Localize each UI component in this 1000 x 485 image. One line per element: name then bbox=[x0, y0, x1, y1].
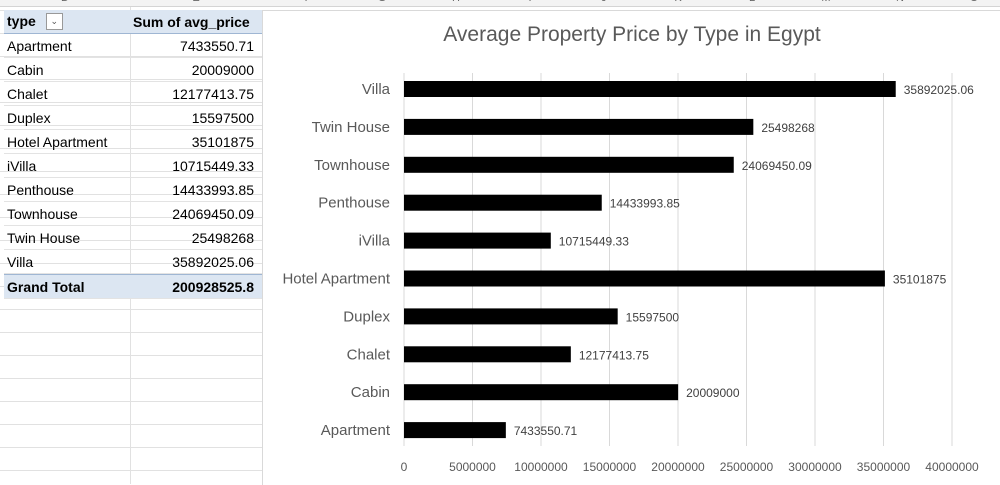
row-value: 35101875 bbox=[191, 133, 254, 150]
row-value: 10715449.33 bbox=[172, 157, 254, 174]
grand-total-label: Grand Total bbox=[7, 278, 85, 295]
sheet-grid bbox=[0, 7, 262, 484]
pivot-row[interactable]: Chalet 12177413.75 bbox=[4, 82, 262, 106]
x-tick-label: 40000000 bbox=[925, 460, 979, 474]
pivot-header: type ⌄ Sum of avg_price bbox=[4, 10, 262, 34]
column-header[interactable]: K bbox=[668, 0, 688, 4]
row-value: 20009000 bbox=[191, 61, 254, 78]
pivot-row[interactable]: Cabin 20009000 bbox=[4, 58, 262, 82]
data-label: 15597500 bbox=[626, 310, 680, 324]
category-label: iVilla bbox=[359, 233, 391, 250]
data-label: 35892025.06 bbox=[904, 83, 974, 97]
category-label: Twin House bbox=[312, 119, 390, 136]
category-label: Apartment bbox=[321, 422, 391, 439]
row-value: 12177413.75 bbox=[172, 85, 254, 102]
category-label: Cabin bbox=[351, 384, 390, 401]
bar bbox=[404, 270, 885, 287]
row-type: iVilla bbox=[7, 157, 37, 174]
x-tick-label: 20000000 bbox=[651, 460, 705, 474]
chart-plot: 0 5000000 10000000 15000000 20000000 25000000… bbox=[282, 73, 979, 474]
grand-total-row[interactable]: Grand Total 200928525.8 bbox=[4, 274, 262, 299]
row-type: Duplex bbox=[7, 109, 51, 126]
pivot-table: type ⌄ Sum of avg_price Apartment 7433550.… bbox=[4, 10, 262, 299]
row-type: Penthouse bbox=[7, 181, 74, 198]
row-type: Cabin bbox=[7, 61, 44, 78]
pivot-row[interactable]: Twin House 25498268 bbox=[4, 226, 262, 250]
bar bbox=[404, 194, 602, 211]
bar bbox=[404, 308, 618, 325]
bar bbox=[404, 384, 679, 401]
data-label: 20009000 bbox=[686, 386, 740, 400]
bar bbox=[404, 81, 896, 97]
x-tick-label: 0 bbox=[401, 460, 408, 474]
pivot-row[interactable]: Hotel Apartment 35101875 bbox=[4, 130, 262, 154]
column-header[interactable]: I bbox=[520, 0, 540, 4]
x-tick-label: 15000000 bbox=[583, 460, 637, 474]
pivot-row[interactable]: Townhouse 24069450.09 bbox=[4, 202, 262, 226]
column-header[interactable]: L bbox=[742, 0, 762, 4]
row-type: Villa bbox=[7, 253, 34, 270]
category-label: Duplex bbox=[343, 308, 390, 325]
row-type: Hotel Apartment bbox=[7, 133, 108, 150]
header-type: type bbox=[7, 12, 36, 29]
column-header[interactable]: O bbox=[964, 0, 984, 4]
bar bbox=[404, 156, 734, 173]
x-tick-label: 35000000 bbox=[857, 460, 911, 474]
category-label: Penthouse bbox=[318, 195, 390, 212]
column-header[interactable]: J bbox=[594, 0, 614, 4]
row-type: Townhouse bbox=[7, 205, 78, 222]
category-label: Chalet bbox=[347, 346, 391, 363]
category-label: Villa bbox=[362, 81, 391, 98]
category-label: Townhouse bbox=[314, 157, 390, 174]
column-header[interactable]: H bbox=[446, 0, 466, 4]
row-value: 24069450.09 bbox=[172, 205, 254, 222]
data-label: 10715449.33 bbox=[559, 235, 629, 249]
category-label: Hotel Apartment bbox=[282, 271, 390, 288]
chart-title: Average Property Price by Type in Egypt bbox=[443, 23, 821, 46]
bar-chart[interactable]: Average Property Price by Type in Egypt … bbox=[262, 10, 1000, 485]
x-tick-label: 30000000 bbox=[788, 460, 842, 474]
column-headers: D E F G H I J K L M N O bbox=[0, 0, 1000, 7]
row-value: 15597500 bbox=[191, 109, 254, 126]
column-divider bbox=[130, 7, 131, 484]
pivot-row[interactable]: Duplex 15597500 bbox=[4, 106, 262, 130]
data-label: 24069450.09 bbox=[742, 159, 812, 173]
data-label: 25498268 bbox=[761, 121, 815, 135]
row-type: Apartment bbox=[7, 37, 72, 54]
pivot-row[interactable]: Villa 35892025.06 bbox=[4, 250, 262, 274]
pivot-row[interactable]: Penthouse 14433993.85 bbox=[4, 178, 262, 202]
column-header[interactable]: G bbox=[372, 0, 392, 4]
x-tick-label: 25000000 bbox=[720, 460, 774, 474]
bar bbox=[404, 346, 571, 363]
bar bbox=[404, 118, 754, 135]
pivot-row[interactable]: iVilla 10715449.33 bbox=[4, 154, 262, 178]
bar bbox=[404, 422, 506, 439]
data-label: 12177413.75 bbox=[579, 348, 649, 362]
row-value: 35892025.06 bbox=[172, 253, 254, 270]
pivot-row[interactable]: Apartment 7433550.71 bbox=[4, 34, 262, 58]
x-tick-label: 10000000 bbox=[514, 460, 568, 474]
row-value: 7433550.71 bbox=[180, 37, 254, 54]
column-header[interactable]: N bbox=[890, 0, 910, 4]
bar bbox=[404, 232, 551, 249]
data-label: 14433993.85 bbox=[610, 197, 680, 211]
column-header[interactable]: E bbox=[186, 0, 206, 4]
data-label: 35101875 bbox=[893, 273, 947, 287]
column-header[interactable]: M bbox=[816, 0, 836, 4]
column-header[interactable]: D bbox=[55, 0, 75, 4]
column-header[interactable]: F bbox=[298, 0, 318, 4]
filter-dropdown-icon[interactable]: ⌄ bbox=[45, 13, 63, 31]
row-value: 14433993.85 bbox=[172, 181, 254, 198]
row-type: Chalet bbox=[7, 85, 48, 102]
data-label: 7433550.71 bbox=[514, 424, 578, 438]
grand-total-value: 200928525.8 bbox=[172, 278, 254, 295]
x-tick-label: 5000000 bbox=[449, 460, 496, 474]
row-type: Twin House bbox=[7, 229, 81, 246]
header-value: Sum of avg_price bbox=[133, 13, 250, 30]
row-value: 25498268 bbox=[191, 229, 254, 246]
